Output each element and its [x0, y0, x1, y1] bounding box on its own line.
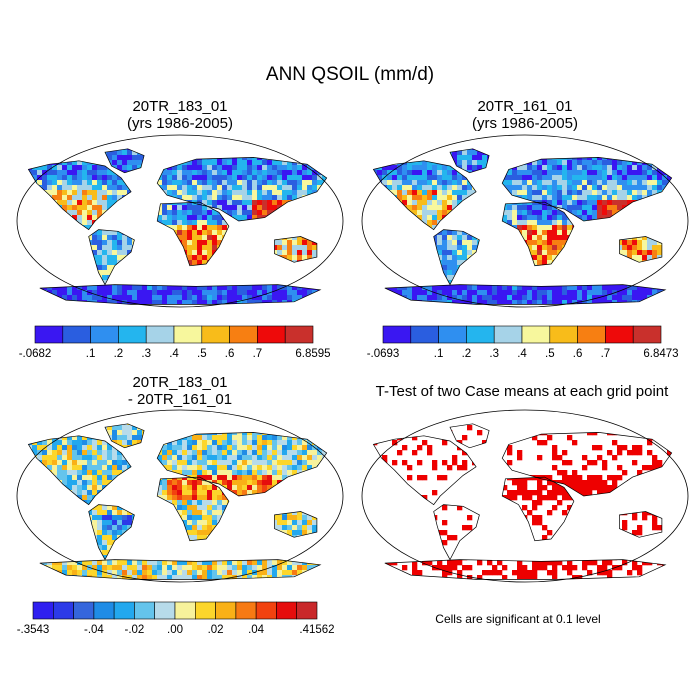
- colorbar-swatch: [32, 601, 54, 620]
- map-top-right: [361, 134, 689, 308]
- colorbar-bottom-left: -.3543 -.04 -.02 .00 .02 .04 .41562: [17, 601, 335, 636]
- colorbar-swatch: [113, 601, 135, 620]
- colorbar-label: .7: [253, 348, 263, 360]
- panel-title-line2: - 20TR_161_01: [127, 391, 233, 408]
- colorbar-swatch: [201, 325, 230, 344]
- colorbar-label: -.02: [124, 624, 144, 636]
- map-top-left: [16, 134, 344, 308]
- colorbar-swatch: [466, 325, 495, 344]
- colorbar-label: .02: [208, 624, 224, 636]
- panel-title-line1: 20TR_183_01: [132, 374, 228, 391]
- colorbar-swatch: [174, 601, 196, 620]
- colorbar-label: -.04: [84, 624, 104, 636]
- colorbar-swatch: [52, 601, 74, 620]
- colorbar-swatch: [549, 325, 578, 344]
- colorbar-label: .5: [197, 348, 207, 360]
- colorbar-swatch: [118, 325, 147, 344]
- colorbar-swatch: [632, 325, 662, 344]
- colorbar-label: 6.8473: [643, 348, 678, 360]
- colorbar-swatch: [521, 325, 551, 344]
- colorbar-swatch: [605, 325, 634, 344]
- colorbar-swatch: [173, 325, 203, 344]
- colorbar-label: .3: [489, 348, 499, 360]
- colorbar-label: 6.8595: [295, 348, 330, 360]
- colorbar-swatch: [493, 325, 523, 344]
- colorbar-label: .1: [434, 348, 444, 360]
- figure-title: ANN QSOIL (mm/d): [265, 64, 435, 85]
- map-bottom-left: [16, 409, 344, 583]
- colorbar-swatch: [438, 325, 467, 344]
- significance-note: Cells are significant at 0.1 level: [435, 612, 601, 626]
- panel-title-line2: (yrs 1986-2005): [472, 115, 578, 132]
- colorbar-swatch: [145, 325, 175, 344]
- colorbar-top-left: -.0682 .1 .2 .3 .4 .5 .6 .7 6.8595: [19, 325, 331, 360]
- colorbar-swatch: [284, 325, 314, 344]
- colorbar-label: -.0693: [367, 348, 400, 360]
- colorbar-label: .2: [462, 348, 472, 360]
- colorbar-swatch: [134, 601, 155, 620]
- panel-title-line1: 20TR_183_01: [132, 98, 228, 115]
- colorbar-swatch: [195, 601, 216, 620]
- colorbar-top-right: -.0693 .1 .2 .3 .4 .5 .6 .7 6.8473: [367, 325, 679, 360]
- colorbar-swatch: [154, 601, 176, 620]
- colorbar-label: .5: [545, 348, 555, 360]
- colorbar-swatch: [62, 325, 91, 344]
- colorbar-swatch: [296, 601, 318, 620]
- colorbar-label: .00: [167, 624, 183, 636]
- colorbar-swatch: [276, 601, 297, 620]
- colorbar-swatch: [577, 325, 606, 344]
- colorbar-label: .3: [141, 348, 151, 360]
- colorbar-swatch: [382, 325, 412, 344]
- colorbar-swatch: [235, 601, 257, 620]
- colorbar-label: .7: [601, 348, 611, 360]
- colorbar-swatch: [34, 325, 64, 344]
- colorbar-swatch: [257, 325, 286, 344]
- colorbar-label: .4: [169, 348, 179, 360]
- colorbar-swatch: [73, 601, 95, 620]
- colorbar-label: .04: [248, 624, 265, 636]
- panel-title-bottom-left: 20TR_183_01 - 20TR_161_01: [90, 374, 270, 408]
- colorbar-swatch: [410, 325, 439, 344]
- colorbar-label: .6: [573, 348, 583, 360]
- colorbar-swatch: [215, 601, 237, 620]
- map-bottom-right: [361, 409, 689, 583]
- panel-title-line1: 20TR_161_01: [477, 98, 573, 115]
- colorbar-label: .1: [86, 348, 96, 360]
- panel-title-bottom-right: T-Test of two Case means at each grid po…: [352, 383, 692, 400]
- colorbar-label: -.3543: [17, 624, 50, 636]
- colorbar-swatch: [90, 325, 119, 344]
- colorbar-swatch: [229, 325, 258, 344]
- panel-title-line2: (yrs 1986-2005): [127, 115, 233, 132]
- colorbar-label: .4: [517, 348, 527, 360]
- colorbar-label: -.0682: [19, 348, 52, 360]
- colorbar-label: .6: [225, 348, 235, 360]
- panel-title-top-left: 20TR_183_01 (yrs 1986-2005): [90, 98, 270, 132]
- colorbar-label: .2: [114, 348, 124, 360]
- colorbar-swatch: [93, 601, 115, 620]
- panel-title-line1: T-Test of two Case means at each grid po…: [375, 383, 669, 400]
- panel-title-top-right: 20TR_161_01 (yrs 1986-2005): [435, 98, 615, 132]
- colorbar-label: .41562: [299, 624, 334, 636]
- colorbar-swatch: [255, 601, 277, 620]
